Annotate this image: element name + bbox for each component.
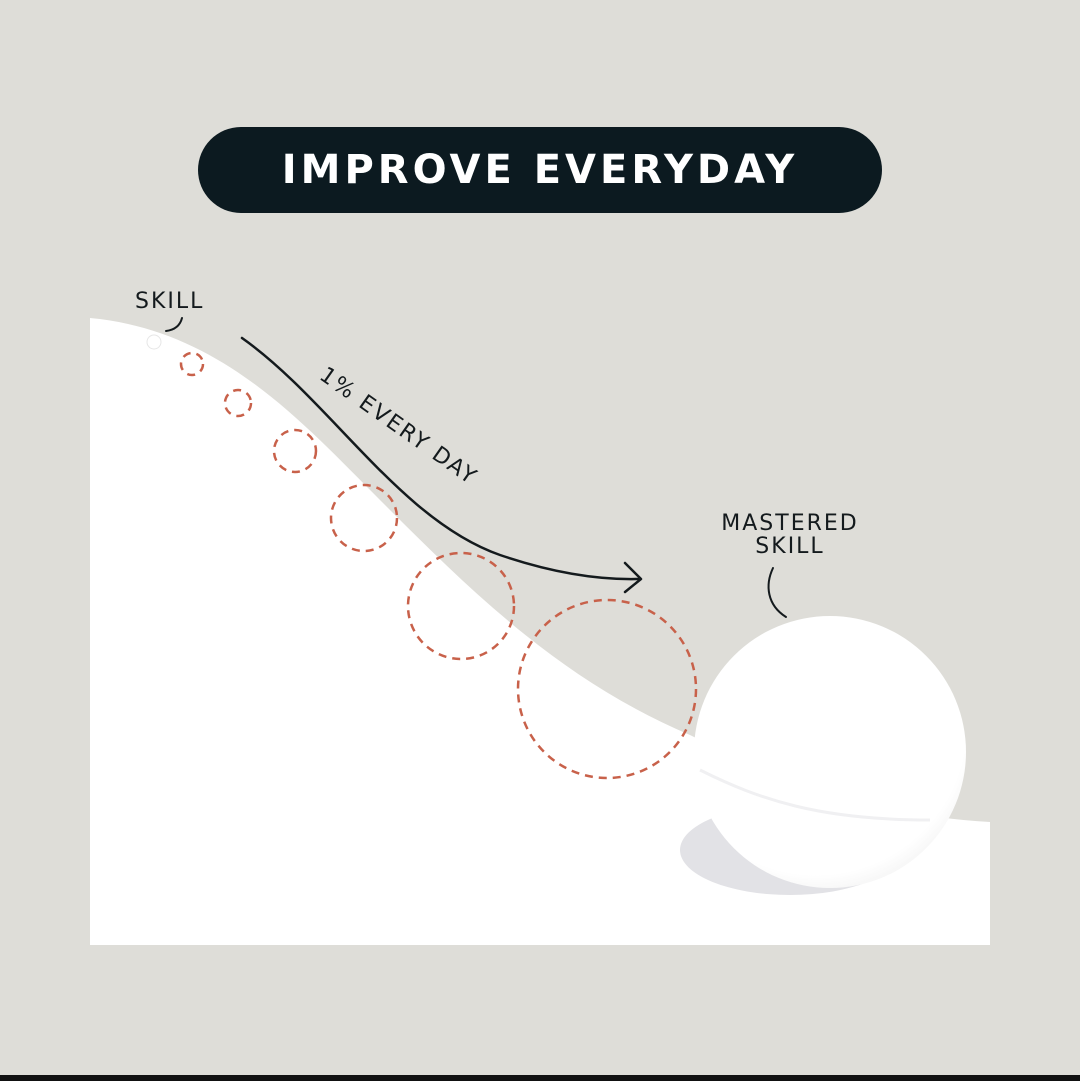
title-banner: IMPROVE EVERYDAY [198, 127, 882, 213]
progress-arrow [240, 336, 640, 581]
growth-circle-3 [272, 428, 318, 474]
skill-label: SKILL [135, 289, 204, 314]
arrow-head-icon [623, 561, 643, 594]
growth-circle-2 [223, 388, 253, 418]
growth-circles [179, 351, 698, 780]
mastered-label-line1: MASTERED [721, 511, 858, 536]
starting-snowball [146, 334, 162, 350]
title-text: IMPROVE EVERYDAY [281, 147, 799, 193]
growth-circle-5 [406, 551, 516, 661]
bottom-border [0, 1075, 1080, 1081]
mastered-snowball [694, 616, 966, 888]
growth-circle-1 [179, 351, 205, 377]
mastered-leader-line [767, 567, 787, 618]
ball-seam [699, 768, 931, 822]
growth-circle-4 [329, 483, 399, 553]
growth-circle-6 [516, 598, 698, 780]
mastered-label-line2: SKILL [755, 534, 824, 559]
skill-leader-line [165, 317, 183, 332]
